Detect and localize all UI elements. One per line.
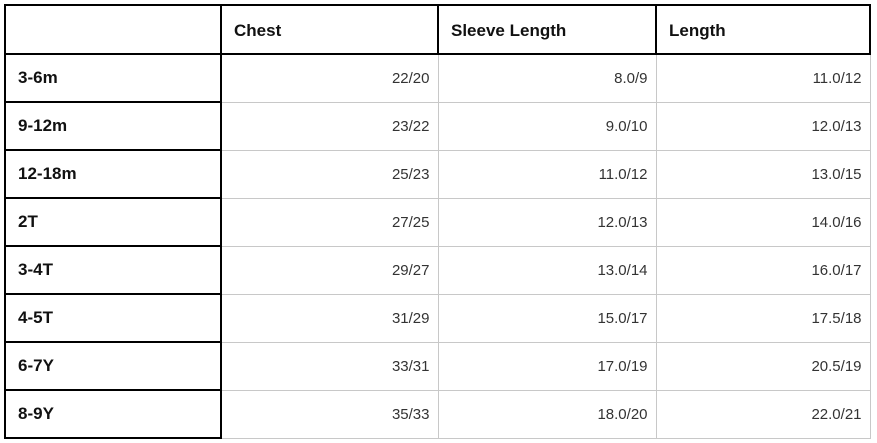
chest-cell: 35/33 (220, 389, 439, 439)
table-row: 3-6m 22/20 8.0/9 11.0/12 (4, 53, 871, 103)
size-cell: 9-12m (4, 101, 222, 151)
sleeve-length-cell: 15.0/17 (437, 293, 657, 343)
header-sleeve-length: Sleeve Length (437, 4, 657, 55)
sleeve-length-cell: 12.0/13 (437, 197, 657, 247)
table-row: 4-5T 31/29 15.0/17 17.5/18 (4, 293, 871, 343)
sleeve-length-cell: 8.0/9 (437, 53, 657, 103)
sleeve-length-cell: 11.0/12 (437, 149, 657, 199)
chest-cell: 27/25 (220, 197, 439, 247)
chest-cell: 22/20 (220, 53, 439, 103)
table-row: 3-4T 29/27 13.0/14 16.0/17 (4, 245, 871, 295)
length-cell: 12.0/13 (655, 101, 871, 151)
header-length: Length (655, 4, 871, 55)
length-cell: 22.0/21 (655, 389, 871, 439)
size-cell: 3-4T (4, 245, 222, 295)
sleeve-length-cell: 17.0/19 (437, 341, 657, 391)
length-cell: 14.0/16 (655, 197, 871, 247)
sleeve-length-cell: 18.0/20 (437, 389, 657, 439)
size-chart-table: Chest Sleeve Length Length 3-6m 22/20 8.0/… (4, 4, 871, 439)
length-cell: 17.5/18 (655, 293, 871, 343)
length-cell: 11.0/12 (655, 53, 871, 103)
chest-cell: 25/23 (220, 149, 439, 199)
table-row: 2T 27/25 12.0/13 14.0/16 (4, 197, 871, 247)
table-row: 9-12m 23/22 9.0/10 12.0/13 (4, 101, 871, 151)
size-cell: 4-5T (4, 293, 222, 343)
size-cell: 3-6m (4, 53, 222, 103)
header-chest: Chest (220, 4, 439, 55)
sleeve-length-cell: 9.0/10 (437, 101, 657, 151)
header-row: Chest Sleeve Length Length (4, 4, 871, 55)
header-corner (4, 4, 222, 55)
length-cell: 16.0/17 (655, 245, 871, 295)
size-cell: 8-9Y (4, 389, 222, 439)
chest-cell: 31/29 (220, 293, 439, 343)
length-cell: 13.0/15 (655, 149, 871, 199)
chest-cell: 33/31 (220, 341, 439, 391)
size-cell: 12-18m (4, 149, 222, 199)
table-row: 8-9Y 35/33 18.0/20 22.0/21 (4, 389, 871, 439)
size-cell: 2T (4, 197, 222, 247)
size-cell: 6-7Y (4, 341, 222, 391)
sleeve-length-cell: 13.0/14 (437, 245, 657, 295)
table-row: 6-7Y 33/31 17.0/19 20.5/19 (4, 341, 871, 391)
length-cell: 20.5/19 (655, 341, 871, 391)
chest-cell: 29/27 (220, 245, 439, 295)
chest-cell: 23/22 (220, 101, 439, 151)
table-row: 12-18m 25/23 11.0/12 13.0/15 (4, 149, 871, 199)
